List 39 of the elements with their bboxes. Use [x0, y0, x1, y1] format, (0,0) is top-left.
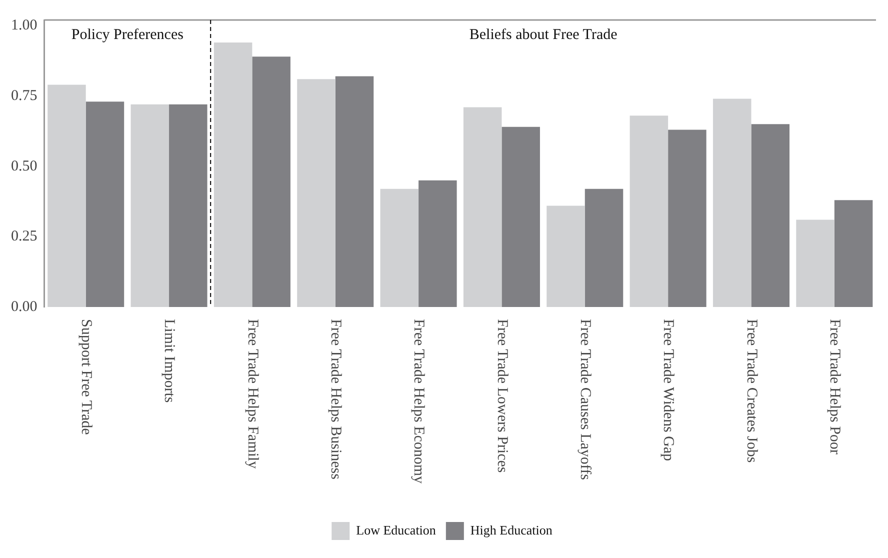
x-tick-label: Limit Imports — [161, 319, 178, 403]
y-tick-label: 0.00 — [11, 298, 38, 315]
x-tick-label: Support Free Trade — [78, 319, 94, 436]
bar — [463, 107, 502, 307]
legend-label: High Education — [470, 522, 553, 538]
x-tick-label: Free Trade Widens Gap — [660, 319, 676, 462]
bar — [751, 124, 790, 307]
y-tick-label: 0.50 — [11, 158, 38, 174]
x-tick-label: Free Trade Creates Jobs — [743, 319, 760, 463]
bar — [584, 188, 624, 307]
y-tick-label: 0.75 — [11, 88, 38, 104]
bar — [335, 76, 374, 307]
bar — [668, 130, 706, 307]
bar — [418, 180, 457, 307]
bar — [380, 188, 419, 307]
y-tick-label: 0.25 — [11, 228, 38, 245]
y-tick-label: 1.00 — [11, 18, 38, 34]
bar — [834, 200, 873, 307]
bar — [214, 42, 252, 307]
x-tick-label: Free Trade Lowers Prices — [494, 319, 510, 473]
x-tick-label: Free Trade Helps Poor — [826, 319, 842, 454]
annotation: Beliefs about Free Trade — [469, 26, 618, 43]
annotation: Policy Preferences — [71, 26, 184, 43]
bar — [546, 206, 585, 307]
bar — [712, 98, 752, 307]
bar — [630, 116, 668, 307]
bar — [48, 84, 86, 307]
bar — [796, 220, 834, 307]
bar — [502, 126, 540, 307]
x-tick-label: Free Trade Helps Family — [244, 319, 260, 470]
x-tick-label: Free Trade Helps Economy — [410, 319, 427, 484]
legend-label: Low Education — [356, 522, 436, 538]
bar — [252, 56, 290, 307]
bar — [130, 104, 170, 307]
bar — [297, 79, 336, 307]
bar — [169, 104, 208, 307]
bar — [86, 102, 124, 307]
x-tick-label: Free Trade Causes Layoffs — [576, 319, 593, 480]
x-tick-label: Free Trade Helps Business — [327, 319, 344, 480]
